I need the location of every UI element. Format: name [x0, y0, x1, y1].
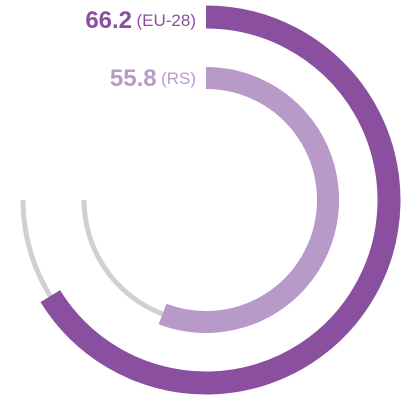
- value-label: 55.8: [110, 65, 157, 92]
- value-label: 66.2: [85, 7, 132, 34]
- bar: [40, 5, 401, 395]
- track: [81, 199, 164, 317]
- label: 55.8 (RS): [110, 65, 196, 92]
- track: [20, 199, 53, 298]
- category-label: (EU-28): [136, 11, 196, 30]
- label: 66.2 (EU-28): [85, 7, 196, 34]
- bar: [158, 67, 339, 333]
- category-label: (RS): [161, 69, 196, 88]
